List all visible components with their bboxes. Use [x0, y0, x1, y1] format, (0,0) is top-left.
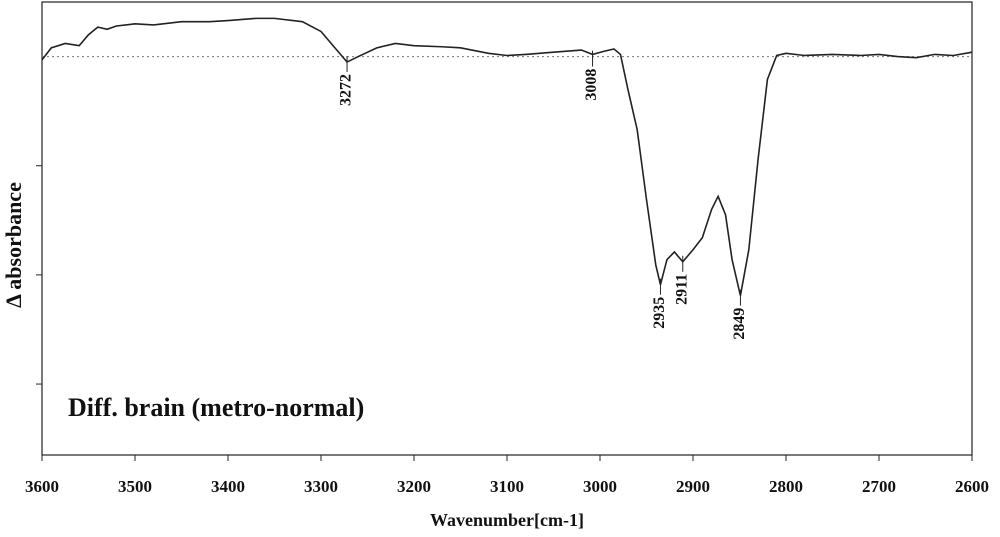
peak-label: 3008: [583, 69, 600, 101]
spectrum-line: [41, 17, 973, 296]
x-tick-label: 3000: [583, 477, 617, 496]
x-tick-label: 3600: [25, 477, 59, 496]
peak-label: 2911: [673, 274, 690, 305]
x-axis-label: Wavenumber[cm-1]: [430, 510, 584, 530]
x-tick-label: 2900: [676, 477, 710, 496]
x-tick-label: 3200: [397, 477, 431, 496]
x-tick-label: 3500: [118, 477, 152, 496]
x-tick-label: 2600: [955, 477, 989, 496]
x-tick-label: 3100: [490, 477, 524, 496]
x-tick-label: 2800: [769, 477, 803, 496]
peak-label: 2849: [731, 308, 748, 340]
plot-frame: [41, 1, 973, 456]
y-axis-label: Δ absorbance: [1, 182, 26, 308]
peak-label: 2935: [651, 297, 668, 329]
x-tick-label: 2700: [862, 477, 896, 496]
peak-label: 3272: [338, 74, 355, 106]
x-tick-label: 3300: [304, 477, 338, 496]
x-tick-label: 3400: [211, 477, 245, 496]
chart-annotation: Diff. brain (metro-normal): [68, 393, 364, 422]
